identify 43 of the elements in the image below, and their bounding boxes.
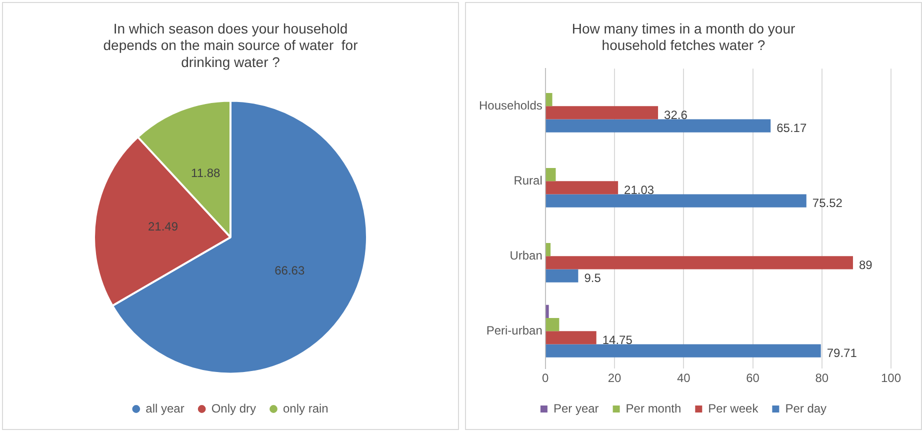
data-label: 14.75 bbox=[602, 332, 633, 347]
legend-label: Per week bbox=[708, 401, 760, 416]
bar bbox=[546, 331, 596, 344]
data-label: 21.03 bbox=[624, 182, 654, 197]
data-label: 9.5 bbox=[584, 271, 602, 286]
bar bbox=[546, 168, 556, 182]
bar bbox=[546, 344, 821, 358]
data-label: 79.71 bbox=[826, 346, 858, 360]
bar bbox=[546, 106, 658, 120]
legend-label: only rain bbox=[283, 401, 328, 416]
data-label: 65.17 bbox=[776, 121, 807, 136]
bar bbox=[546, 269, 578, 282]
y-tick-label: Peri-urban bbox=[486, 323, 542, 338]
x-tick-label: 80 bbox=[815, 371, 829, 386]
y-tick-label: Households bbox=[479, 98, 542, 112]
y-tick-label: Urban bbox=[510, 248, 542, 262]
data-label: 32.6 bbox=[664, 108, 688, 122]
legend-label: Per month bbox=[626, 401, 682, 416]
legend-label: Per day bbox=[785, 401, 827, 416]
data-label: 89 bbox=[858, 258, 873, 272]
x-tick-label: 60 bbox=[746, 371, 760, 386]
bar bbox=[546, 242, 551, 256]
x-tick-label: 20 bbox=[608, 371, 622, 386]
chart-title: How many times in a month do your household fetches water ? bbox=[572, 20, 796, 54]
data-label: 11.88 bbox=[191, 166, 221, 180]
legend-label: all year bbox=[146, 401, 184, 416]
chart-title: In which season does your household depends on the main source of water for drinking water ? bbox=[103, 20, 358, 70]
data-label: 66.63 bbox=[274, 264, 305, 278]
legend-label: Only dry bbox=[211, 401, 256, 416]
bar bbox=[546, 181, 618, 194]
x-tick-label: 100 bbox=[880, 371, 902, 386]
data-label: 21.49 bbox=[148, 219, 178, 234]
bar bbox=[546, 92, 552, 106]
bar bbox=[546, 304, 549, 318]
x-tick-label: 40 bbox=[676, 371, 691, 386]
bar bbox=[546, 119, 771, 132]
y-tick-label: Rural bbox=[514, 173, 542, 188]
legend-label: Per year bbox=[553, 401, 599, 416]
bar bbox=[546, 256, 853, 270]
data-label: 75.52 bbox=[812, 196, 843, 210]
bar bbox=[546, 194, 806, 208]
x-tick-label: 0 bbox=[542, 371, 550, 386]
bar bbox=[546, 318, 560, 332]
